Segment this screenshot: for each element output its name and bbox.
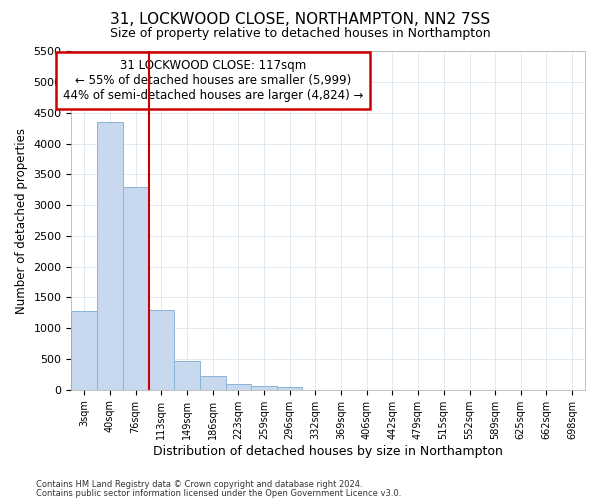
Bar bbox=[200, 376, 226, 390]
Bar bbox=[226, 384, 251, 390]
Text: Size of property relative to detached houses in Northampton: Size of property relative to detached ho… bbox=[110, 28, 490, 40]
Bar bbox=[71, 312, 97, 390]
Bar bbox=[174, 360, 200, 390]
Bar bbox=[97, 122, 122, 390]
X-axis label: Distribution of detached houses by size in Northampton: Distribution of detached houses by size … bbox=[153, 444, 503, 458]
Y-axis label: Number of detached properties: Number of detached properties bbox=[15, 128, 28, 314]
Text: 31 LOCKWOOD CLOSE: 117sqm
← 55% of detached houses are smaller (5,999)
44% of se: 31 LOCKWOOD CLOSE: 117sqm ← 55% of detac… bbox=[63, 59, 364, 102]
Bar bbox=[277, 386, 302, 390]
Bar bbox=[122, 187, 149, 390]
Text: Contains HM Land Registry data © Crown copyright and database right 2024.: Contains HM Land Registry data © Crown c… bbox=[36, 480, 362, 489]
Text: 31, LOCKWOOD CLOSE, NORTHAMPTON, NN2 7SS: 31, LOCKWOOD CLOSE, NORTHAMPTON, NN2 7SS bbox=[110, 12, 490, 28]
Text: Contains public sector information licensed under the Open Government Licence v3: Contains public sector information licen… bbox=[36, 488, 401, 498]
Bar bbox=[149, 310, 174, 390]
Bar bbox=[251, 386, 277, 390]
